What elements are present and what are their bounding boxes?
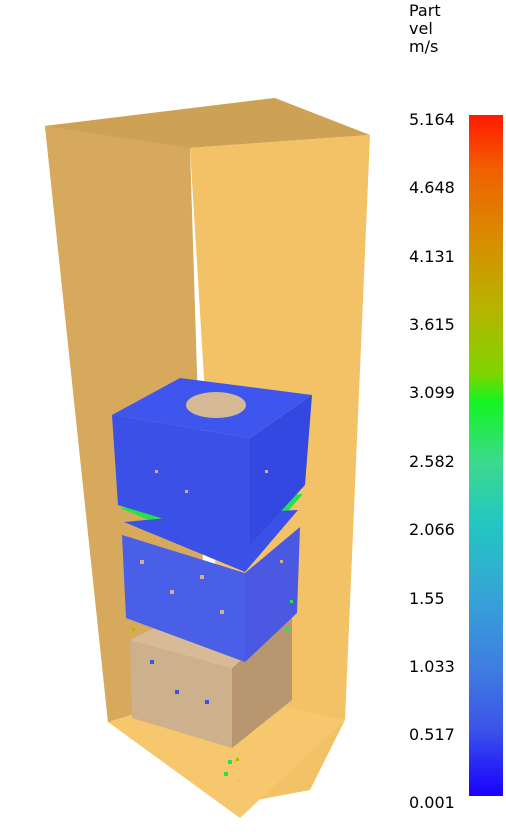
upper-block-front [112, 415, 250, 545]
colorbar-tick: 4.131 [409, 247, 455, 266]
lower-block-front [130, 640, 232, 748]
upper-block-top-patch [186, 392, 246, 418]
colorbar-tick: 0.517 [409, 725, 455, 744]
colorbar-tick: 3.099 [409, 383, 455, 402]
colorbar-tick: 5.164 [409, 110, 455, 129]
lower-block-side [232, 616, 292, 748]
legend-title-line: Part [409, 1, 441, 20]
legend-title-line: m/s [409, 37, 439, 56]
colorbar [469, 115, 503, 796]
container-back-top [45, 98, 370, 148]
particle-speckles [132, 470, 293, 776]
middle-block-front [122, 535, 245, 662]
colorbar-tick: 0.001 [409, 793, 455, 812]
colorbar-tick: 3.615 [409, 315, 455, 334]
legend-title-line: vel [409, 19, 433, 38]
upper-block-side [250, 395, 312, 545]
colorbar-tick: 1.033 [409, 657, 455, 676]
colorbar-tick: 2.066 [409, 520, 455, 539]
legend-title: Part vel m/s [409, 2, 441, 56]
middle-block-side [245, 527, 300, 662]
colorbar-tick: 1.55 [409, 589, 445, 608]
colorbar-tick: 4.648 [409, 178, 455, 197]
colorbar-tick: 2.582 [409, 452, 455, 471]
